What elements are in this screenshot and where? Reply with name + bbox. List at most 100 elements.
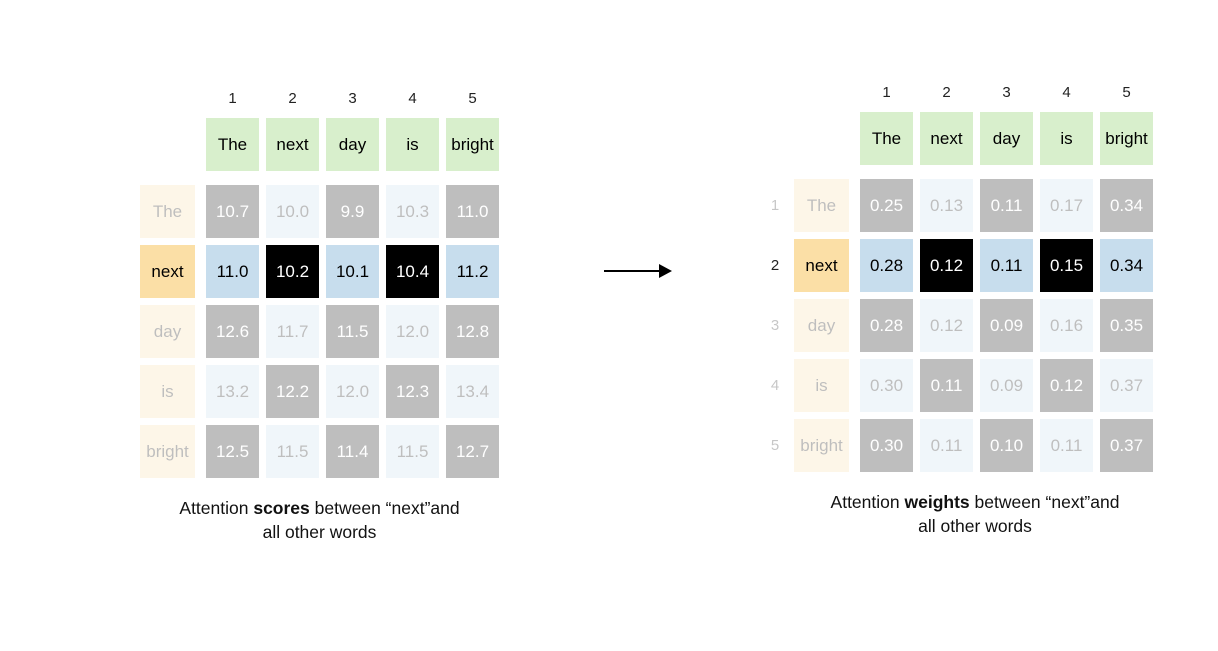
weight-cell: 0.11: [980, 179, 1033, 232]
table-row-highlighted: 2 next 0.28 0.12 0.11 0.15 0.34: [763, 239, 1153, 292]
table-row: 3 day 0.28 0.12 0.09 0.16 0.35: [763, 299, 1153, 352]
score-cell: 10.2: [266, 245, 319, 298]
caption-line2: all other words: [918, 516, 1032, 536]
weights-matrix: 1 2 3 4 5 The next day is bright 1 The 0…: [763, 79, 1153, 538]
weights-table: 1 2 3 4 5 The next day is bright 1 The 0…: [763, 79, 1153, 472]
score-cell: 11.2: [446, 245, 499, 298]
weights-caption: Attention weights between “next”and all o…: [797, 490, 1153, 538]
score-cell: 11.5: [386, 425, 439, 478]
column-number: 3: [348, 89, 357, 107]
score-cell: 10.3: [386, 185, 439, 238]
row-label: next: [140, 245, 195, 298]
weight-cell: 0.09: [980, 359, 1033, 412]
spacer: [140, 118, 195, 171]
scores-caption: Attention scores between “next”and all ot…: [140, 496, 499, 544]
caption-bold-word: weights: [904, 492, 970, 512]
score-cell: 12.0: [386, 305, 439, 358]
column-number: 4: [408, 89, 417, 107]
table-row: 1 The 0.25 0.13 0.11 0.17 0.34: [763, 179, 1153, 232]
row-label: day: [140, 305, 195, 358]
caption-bold-word: scores: [253, 498, 310, 518]
column-header-cell: day: [326, 118, 379, 171]
score-cell: 9.9: [326, 185, 379, 238]
column-header-cell: next: [920, 112, 973, 165]
column-words-row: The next day is bright: [763, 112, 1153, 165]
weight-cell: 0.16: [1040, 299, 1093, 352]
row-number: 5: [770, 437, 780, 454]
table-row: 4 is 0.30 0.11 0.09 0.12 0.37: [763, 359, 1153, 412]
scores-table: 1 2 3 4 5 The next day is bright The 10.…: [140, 85, 499, 478]
column-number: 4: [1062, 83, 1071, 101]
column-header-cell: bright: [1100, 112, 1153, 165]
score-cell: 10.4: [386, 245, 439, 298]
table-row: 5 bright 0.30 0.11 0.10 0.11 0.37: [763, 419, 1153, 472]
row-number: 1: [770, 197, 780, 214]
column-number: 1: [228, 89, 237, 107]
scores-matrix: 1 2 3 4 5 The next day is bright The 10.…: [140, 85, 499, 544]
spacer: [763, 112, 787, 165]
score-cell: 11.5: [326, 305, 379, 358]
column-words-row: The next day is bright: [140, 118, 499, 171]
column-header-cell: next: [266, 118, 319, 171]
table-row: bright 12.5 11.5 11.4 11.5 12.7: [140, 425, 499, 478]
spacer: [794, 112, 849, 165]
spacer: [140, 85, 195, 111]
weight-cell: 0.11: [920, 419, 973, 472]
weight-cell: 0.11: [920, 359, 973, 412]
column-header-cell: is: [1040, 112, 1093, 165]
weight-cell: 0.12: [920, 299, 973, 352]
weight-cell: 0.12: [1040, 359, 1093, 412]
table-row-highlighted: next 11.0 10.2 10.1 10.4 11.2: [140, 245, 499, 298]
weight-cell: 0.34: [1100, 179, 1153, 232]
row-number: 4: [770, 377, 780, 394]
caption-text: between “next”and: [969, 492, 1120, 512]
caption-line2: all other words: [262, 522, 377, 542]
score-cell: 13.2: [206, 365, 259, 418]
score-cell: 12.3: [386, 365, 439, 418]
score-cell: 12.7: [446, 425, 499, 478]
arrow-head: [659, 264, 672, 278]
column-number: 3: [1002, 83, 1011, 101]
weight-cell: 0.12: [920, 239, 973, 292]
weight-cell: 0.15: [1040, 239, 1093, 292]
weight-cell: 0.13: [920, 179, 973, 232]
weight-cell: 0.37: [1100, 359, 1153, 412]
table-row: day 12.6 11.7 11.5 12.0 12.8: [140, 305, 499, 358]
weight-cell: 0.37: [1100, 419, 1153, 472]
spacer: [763, 79, 787, 105]
column-header-cell: The: [860, 112, 913, 165]
spacer: [794, 79, 849, 105]
row-number: 2: [770, 257, 780, 274]
weight-cell: 0.30: [860, 419, 913, 472]
weight-cell: 0.10: [980, 419, 1033, 472]
table-row: The 10.7 10.0 9.9 10.3 11.0: [140, 185, 499, 238]
score-cell: 13.4: [446, 365, 499, 418]
score-cell: 11.7: [266, 305, 319, 358]
caption-text: Attention: [179, 498, 254, 518]
weight-cell: 0.17: [1040, 179, 1093, 232]
weight-cell: 0.11: [980, 239, 1033, 292]
row-number: 3: [770, 317, 780, 334]
column-number: 2: [288, 89, 297, 107]
weight-cell: 0.11: [1040, 419, 1093, 472]
score-cell: 10.1: [326, 245, 379, 298]
column-header-cell: is: [386, 118, 439, 171]
score-cell: 11.4: [326, 425, 379, 478]
weight-cell: 0.35: [1100, 299, 1153, 352]
column-header-cell: bright: [446, 118, 499, 171]
row-label: bright: [794, 419, 849, 472]
score-cell: 10.7: [206, 185, 259, 238]
column-numbers-row: 1 2 3 4 5: [140, 85, 499, 111]
row-label: next: [794, 239, 849, 292]
column-header-cell: The: [206, 118, 259, 171]
score-cell: 12.6: [206, 305, 259, 358]
row-label: is: [794, 359, 849, 412]
caption-text: between “next”and: [309, 498, 460, 518]
score-cell: 12.2: [266, 365, 319, 418]
column-header-cell: day: [980, 112, 1033, 165]
weight-cell: 0.09: [980, 299, 1033, 352]
score-cell: 11.0: [206, 245, 259, 298]
caption-text: Attention: [830, 492, 905, 512]
column-number: 2: [942, 83, 951, 101]
